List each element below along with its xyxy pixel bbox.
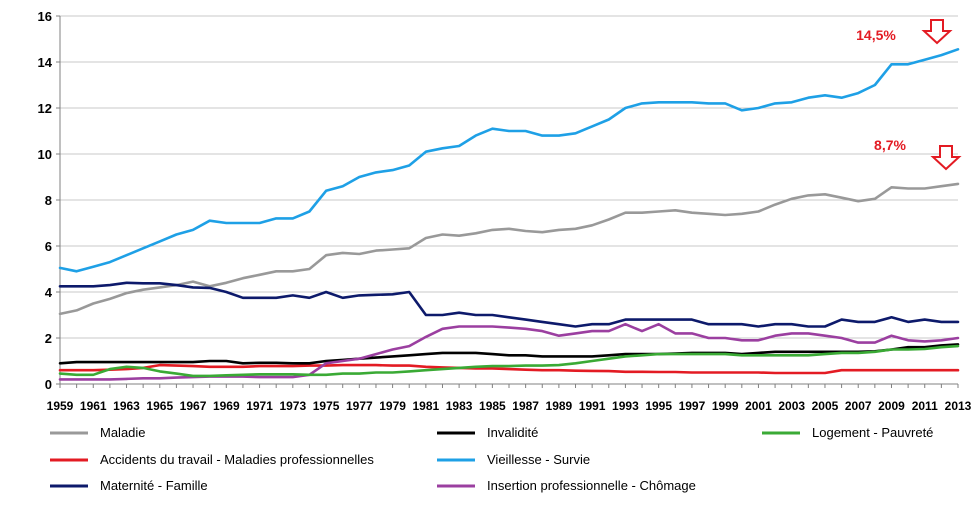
down-arrow-icon	[921, 19, 953, 45]
x-tick-label: 1971	[246, 399, 273, 413]
legend-label: Invalidité	[487, 425, 538, 440]
x-tick-label: 1989	[546, 399, 573, 413]
annotation-label: 8,7%	[874, 137, 906, 153]
x-tick-label: 1985	[479, 399, 506, 413]
x-tick-label: 2003	[778, 399, 805, 413]
down-arrow-icon	[930, 145, 962, 171]
annotation-label: 14,5%	[856, 27, 896, 43]
x-tick-label: 1981	[413, 399, 440, 413]
x-tick-label: 1997	[679, 399, 706, 413]
series-line	[58, 344, 960, 378]
x-tick-label: 1977	[346, 399, 373, 413]
y-axis: 0 2 4 6 8 10 12 14 16	[38, 9, 60, 392]
grid	[60, 15, 958, 339]
x-tick-label: 2013	[945, 399, 972, 413]
x-tick-label: 2009	[878, 399, 905, 413]
y-tick-label: 4	[45, 285, 53, 300]
legend-label: Logement - Pauvreté	[812, 425, 933, 440]
x-tick-label: 1963	[113, 399, 140, 413]
y-tick-label: 16	[38, 9, 52, 24]
series-line	[58, 281, 960, 328]
x-tick-label: 1991	[579, 399, 606, 413]
y-tick-label: 12	[38, 101, 52, 116]
y-tick-label: 2	[45, 331, 52, 346]
y-tick-label: 6	[45, 239, 52, 254]
x-tick-label: 1975	[313, 399, 340, 413]
x-axis: 1959 1961 1963 1965 1967 1969 1971 1973 1975 1977…	[47, 384, 972, 413]
y-tick-label: 10	[38, 147, 52, 162]
legend: Maladie Invalidité Logement - Pauvreté Acci…	[50, 425, 933, 493]
x-tick-label: 2001	[745, 399, 772, 413]
x-tick-label: 1961	[80, 399, 107, 413]
legend-label: Insertion professionnelle - Chômage	[487, 478, 696, 493]
series-line	[58, 363, 960, 375]
legend-label: Vieillesse - Survie	[487, 452, 590, 467]
annotations: 14,5% 8,7%	[856, 19, 962, 171]
x-tick-label: 1959	[47, 399, 74, 413]
x-tick-label: 2005	[812, 399, 839, 413]
x-tick-label: 1987	[512, 399, 539, 413]
x-tick-label: 2011	[912, 399, 938, 413]
x-tick-label: 1995	[645, 399, 672, 413]
x-tick-label: 1969	[213, 399, 240, 413]
series-line	[58, 47, 960, 273]
x-tick-label: 1983	[446, 399, 473, 413]
x-tick-label: 1993	[612, 399, 639, 413]
series-line	[58, 343, 960, 365]
legend-label: Maladie	[100, 425, 146, 440]
plot-area	[58, 47, 960, 381]
legend-label: Accidents du travail - Maladies professi…	[100, 452, 374, 467]
x-tick-label: 1973	[279, 399, 306, 413]
y-tick-label: 14	[38, 55, 53, 70]
x-tick-label: 1979	[379, 399, 406, 413]
x-tick-label: 1967	[180, 399, 207, 413]
legend-label: Maternité - Famille	[100, 478, 208, 493]
x-tick-label: 1999	[712, 399, 739, 413]
x-tick-label: 2007	[845, 399, 872, 413]
series-line	[58, 182, 960, 316]
x-tick-label: 1965	[146, 399, 173, 413]
y-tick-label: 8	[45, 193, 52, 208]
y-tick-label: 0	[45, 377, 52, 392]
